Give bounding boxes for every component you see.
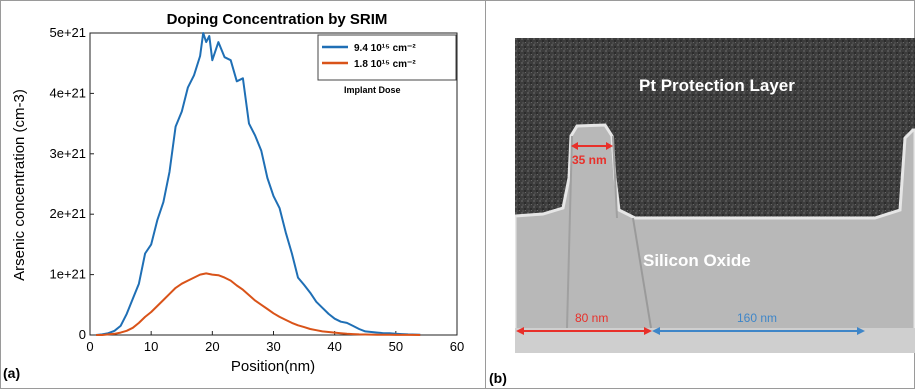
measure-160nm-arrow-right	[857, 327, 865, 335]
legend-label-1: 9.4 10¹⁵ cm⁻²	[354, 43, 416, 54]
y-tick-label: 2e+21	[49, 206, 86, 221]
x-axis-label: Position(nm)	[231, 358, 315, 375]
series-line-1	[96, 32, 421, 336]
x-tick-label: 20	[205, 339, 219, 354]
y-tick-label: 5e+21	[49, 25, 86, 40]
y-tick-label: 0	[79, 327, 86, 342]
y-tick-label: 3e+21	[49, 146, 86, 161]
fin-right-edge	[612, 135, 618, 219]
panel-b-label: (b)	[489, 370, 507, 386]
measure-160nm-arrow-left	[652, 327, 660, 335]
legend-label-2: 1.8 10¹⁵ cm⁻²	[354, 59, 416, 70]
series-line-2	[96, 272, 421, 336]
pt-layer-label: Pt Protection Layer	[639, 76, 795, 95]
panel-divider	[485, 0, 486, 389]
silicon-substrate	[515, 328, 915, 353]
series-layer	[96, 32, 421, 336]
sem-image	[515, 38, 915, 353]
panel-a-label: (a)	[3, 365, 21, 381]
y-axis-label: Arsenic concentration (cm-3)	[11, 89, 28, 281]
silicon-oxide-label: Silicon Oxide	[643, 251, 751, 270]
x-axis-ticks: 0 10 20 30 40 50 60	[86, 331, 464, 354]
measure-80nm-label: 80 nm	[575, 311, 609, 325]
x-tick-label: 60	[450, 339, 464, 354]
x-tick-label: 50	[389, 339, 403, 354]
legend-title: Implant Dose	[344, 85, 401, 95]
sem-micrograph: Pt Protection Layer Silicon Oxide 35 nm …	[515, 38, 915, 353]
trench-left-edge	[632, 217, 652, 329]
x-tick-label: 30	[266, 339, 280, 354]
legend-box	[317, 34, 457, 81]
x-tick-label: 40	[327, 339, 341, 354]
measure-35nm-arrow-left	[571, 142, 578, 150]
plot-area	[89, 32, 458, 336]
x-tick-label: 0	[86, 339, 93, 354]
y-tick-label: 4e+21	[49, 85, 86, 100]
chart-title: Doping Concentration by SRIM	[167, 11, 388, 28]
measure-160nm-label: 160 nm	[737, 311, 778, 325]
y-axis-ticks: 0 1e+21 2e+21 3e+21 4e+21 5e+21	[49, 25, 94, 342]
doping-chart: Doping Concentration by SRIM 0 10 20 30 40 50…	[11, 11, 464, 375]
fin-left-edge	[566, 135, 573, 329]
x-tick-label: 10	[144, 339, 158, 354]
measure-35nm-arrow-right	[606, 142, 613, 150]
measure-80nm-arrow-right	[644, 327, 652, 335]
measure-35nm-label: 35 nm	[572, 153, 607, 167]
legend: 9.4 10¹⁵ cm⁻² 1.8 10¹⁵ cm⁻² Implant Dose	[317, 34, 457, 95]
y-tick-label: 1e+21	[49, 267, 86, 282]
measure-80nm-arrow-left	[516, 327, 524, 335]
